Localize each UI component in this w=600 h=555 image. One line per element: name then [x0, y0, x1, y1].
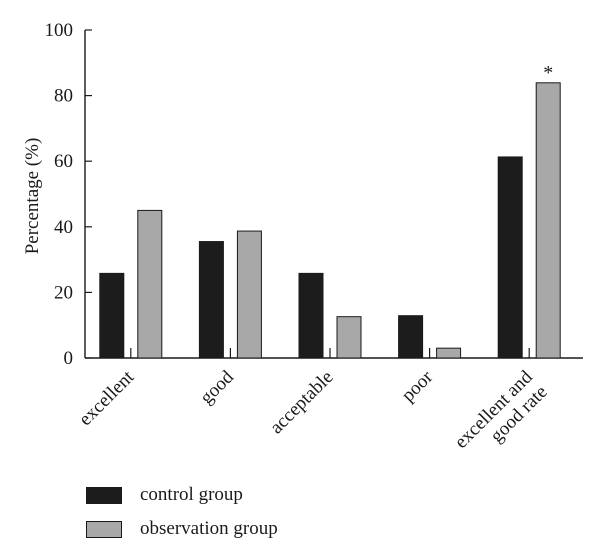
bar-control-0 — [99, 272, 125, 359]
x-tick-label-line: acceptable — [266, 367, 338, 439]
y-tick-label: 80 — [54, 86, 73, 107]
legend-swatch-observation — [86, 520, 122, 538]
bar-control-1 — [198, 241, 224, 359]
y-axis-label: Percentage (%) — [22, 138, 43, 255]
bar-control-2 — [298, 272, 324, 359]
bar-chart: 0 20 40 60 80 100 Percentage (%) * excellent good… — [22, 20, 583, 467]
bar-observation-3 — [436, 347, 462, 359]
legend-label-observation: observation group — [140, 518, 278, 539]
y-tick-label: 20 — [54, 282, 73, 303]
bar-control-3 — [398, 315, 424, 359]
x-tick-label: poor — [398, 366, 438, 406]
significance-annotation: * — [543, 62, 553, 84]
x-tick-label: good — [196, 366, 238, 408]
bar-observation-4 — [535, 82, 561, 359]
bar-control-4 — [497, 156, 523, 359]
legend-item-observation: observation group — [86, 512, 278, 546]
y-tick-label: 40 — [54, 217, 73, 238]
legend: control group observation group — [86, 478, 278, 546]
legend-swatch-control — [86, 486, 122, 504]
x-tick-label: acceptable — [266, 367, 338, 439]
y-tick-label: 60 — [54, 151, 73, 172]
bar-observation-2 — [336, 316, 362, 359]
y-tick-label: 0 — [64, 348, 74, 369]
y-tick-label: 100 — [45, 20, 74, 41]
legend-item-control: control group — [86, 478, 278, 512]
legend-label-control: control group — [140, 484, 243, 505]
bar-observation-0 — [137, 209, 163, 359]
x-tick-label-line: poor — [398, 366, 438, 406]
x-tick-label-line: excellent — [75, 366, 139, 430]
bar-observation-1 — [236, 230, 262, 359]
x-tick-label-line: good — [196, 366, 238, 408]
x-tick-label: excellent — [75, 366, 139, 430]
x-tick-label: excellent andgood rate — [451, 366, 552, 467]
